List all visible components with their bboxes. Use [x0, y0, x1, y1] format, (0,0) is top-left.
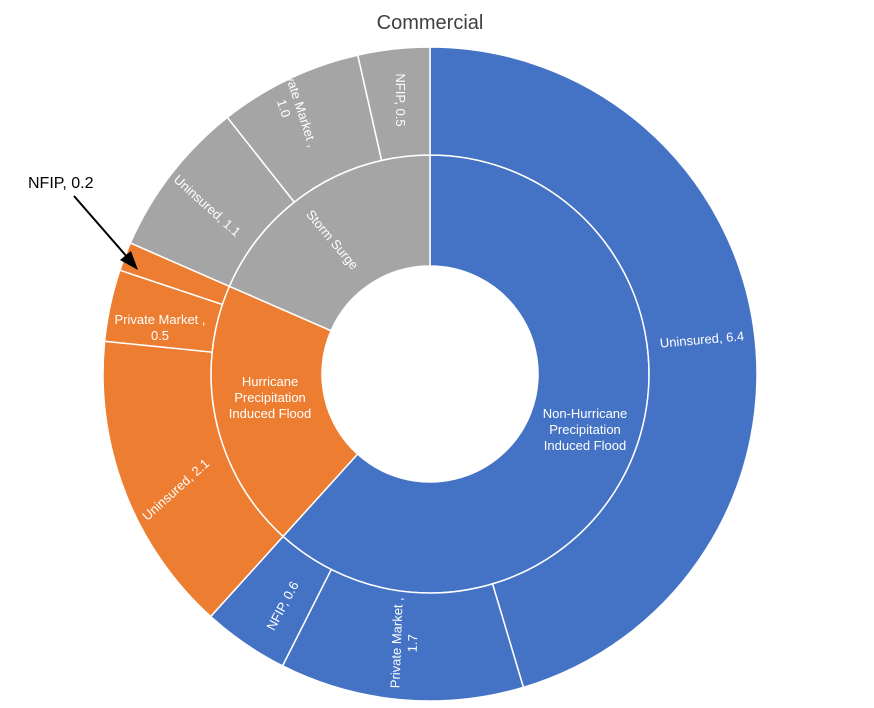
outer-segment-non-hurricane-precipitation-induced-flood-uninsured: [429, 46, 758, 689]
outer-label-non-hurricane-precipitation-induced-flood-uninsured: Uninsured, 6.4: [659, 328, 745, 350]
chart-title: Commercial: [377, 12, 484, 34]
outer-label-storm-surge-nfip: NFIP, 0.5: [393, 73, 408, 126]
annotation-arrow: [73, 195, 129, 259]
inner-label-hurricane-precipitation-induced-flood: Hurricane Precipitation Induced Flood: [229, 374, 311, 421]
annotation-label: NFIP, 0.2: [28, 175, 94, 192]
inner-label-non-hurricane-precipitation-induced-flood: Non-Hurricane Precipitation Induced Flood: [543, 406, 628, 453]
outer-label-non-hurricane-precipitation-induced-flood-private-market: Private Market ,1.7: [387, 597, 421, 689]
outer-segment-storm-surge-nfip: [356, 46, 431, 162]
outer-label-hurricane-precipitation-induced-flood-private-market: Private Market , 0.5: [114, 312, 205, 343]
annotation: NFIP, 0.2: [28, 175, 138, 270]
arrow-head-icon: [120, 251, 138, 270]
